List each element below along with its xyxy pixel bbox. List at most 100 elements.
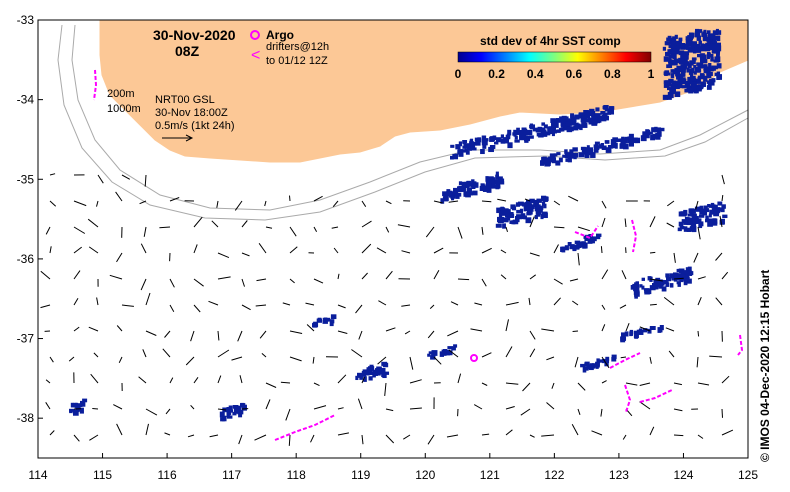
sst-pixel bbox=[237, 410, 244, 415]
drifter-track bbox=[624, 384, 632, 413]
current-arrow bbox=[721, 375, 730, 384]
current-arrow bbox=[695, 200, 699, 210]
current-arrow bbox=[553, 200, 561, 206]
current-arrow bbox=[73, 270, 81, 280]
current-arrow bbox=[409, 356, 414, 370]
current-arrow bbox=[625, 382, 638, 386]
sst-pixel bbox=[574, 122, 579, 129]
sst-pixel bbox=[453, 187, 458, 193]
sst-pixel bbox=[488, 146, 494, 153]
sst-pixel bbox=[564, 149, 568, 154]
sst-pixel bbox=[669, 275, 674, 279]
current-arrow bbox=[289, 246, 298, 254]
sst-pixel bbox=[458, 185, 464, 190]
sst-pixel bbox=[583, 110, 589, 116]
sst-pixel bbox=[676, 281, 680, 285]
sst-pixel bbox=[556, 152, 561, 156]
sst-pixel bbox=[591, 236, 597, 242]
current-arrow bbox=[337, 407, 344, 410]
sst-pixel bbox=[518, 201, 524, 206]
sst-pixel bbox=[702, 37, 709, 42]
sst-pixel bbox=[549, 128, 556, 134]
current-arrow bbox=[649, 303, 657, 306]
sst-pixel bbox=[628, 133, 634, 140]
sst-pixel bbox=[375, 372, 381, 376]
current-arrow bbox=[264, 200, 267, 207]
sst-pixel bbox=[580, 116, 586, 123]
sst-pixel bbox=[656, 281, 662, 288]
x-tick-label: 121 bbox=[480, 468, 500, 482]
sst-pixel bbox=[683, 54, 689, 60]
sst-pixel bbox=[370, 366, 375, 371]
current-arrow bbox=[255, 304, 267, 307]
current-arrow bbox=[361, 434, 364, 445]
current-arrow bbox=[142, 349, 147, 358]
sst-pixel bbox=[685, 217, 691, 222]
sst-pixel bbox=[537, 126, 543, 132]
sst-pixel bbox=[686, 227, 692, 232]
sst-pixel bbox=[582, 151, 587, 155]
sst-pixel bbox=[698, 40, 702, 44]
sst-pixel bbox=[531, 124, 536, 130]
sst-pixel bbox=[682, 270, 689, 275]
sst-pixel bbox=[594, 145, 600, 151]
sst-pixel bbox=[588, 110, 594, 116]
sst-pixel bbox=[467, 192, 472, 196]
current-arrow bbox=[45, 379, 51, 384]
sst-pixel bbox=[716, 63, 722, 69]
sst-pixel bbox=[587, 239, 593, 244]
current-arrow bbox=[649, 356, 652, 364]
current-arrow bbox=[113, 404, 123, 410]
current-arrow bbox=[625, 323, 630, 332]
current-arrow bbox=[673, 408, 683, 412]
sst-pixel bbox=[480, 183, 485, 187]
drifter-track bbox=[574, 225, 599, 240]
current-arrow bbox=[397, 224, 411, 228]
current-arrow bbox=[231, 356, 243, 361]
sst-pixel bbox=[678, 57, 684, 63]
sst-pixel bbox=[469, 141, 474, 147]
sst-pixel bbox=[641, 277, 645, 281]
sst-pixel bbox=[681, 219, 686, 224]
sst-pixel bbox=[634, 291, 640, 297]
sst-pixel bbox=[661, 286, 667, 292]
current-arrow bbox=[378, 300, 387, 306]
current-arrow bbox=[310, 434, 315, 443]
sst-pixel bbox=[374, 369, 378, 374]
sst-pixel bbox=[683, 219, 690, 225]
sst-pixel bbox=[699, 205, 704, 210]
sst-pixel bbox=[491, 183, 496, 189]
sst-pixel bbox=[607, 145, 614, 149]
sst-pixel bbox=[651, 127, 657, 132]
sst-pixel bbox=[482, 144, 487, 149]
current-arrow bbox=[457, 278, 470, 281]
sst-pixel bbox=[527, 203, 533, 208]
current-arrow bbox=[217, 349, 230, 358]
current-arrow bbox=[401, 250, 411, 254]
current-arrow bbox=[404, 330, 411, 335]
sst-pixel bbox=[80, 400, 86, 407]
sst-pixel bbox=[695, 28, 700, 34]
current-arrow bbox=[144, 174, 147, 187]
sst-pixel bbox=[711, 208, 717, 212]
current-arrow bbox=[577, 226, 590, 232]
sst-pixel bbox=[657, 132, 662, 137]
sst-pixel bbox=[481, 138, 487, 143]
current-arrow bbox=[164, 330, 171, 338]
current-arrow bbox=[312, 356, 315, 364]
sst-pixel bbox=[706, 80, 711, 84]
sst-pixel bbox=[598, 144, 603, 149]
current-arrow bbox=[665, 327, 675, 332]
sst-pixel bbox=[465, 150, 470, 155]
sst-pixel bbox=[686, 220, 693, 226]
current-arrow bbox=[289, 356, 302, 362]
current-arrow bbox=[551, 382, 555, 389]
sst-pixel bbox=[690, 72, 694, 77]
current-arrow bbox=[145, 423, 149, 436]
sst-pixel bbox=[583, 366, 589, 371]
sst-pixel bbox=[713, 211, 719, 217]
sst-pixel bbox=[633, 334, 639, 338]
sst-std-dev-layer bbox=[69, 28, 728, 422]
sst-pixel bbox=[565, 158, 569, 162]
current-arrow bbox=[92, 408, 99, 410]
